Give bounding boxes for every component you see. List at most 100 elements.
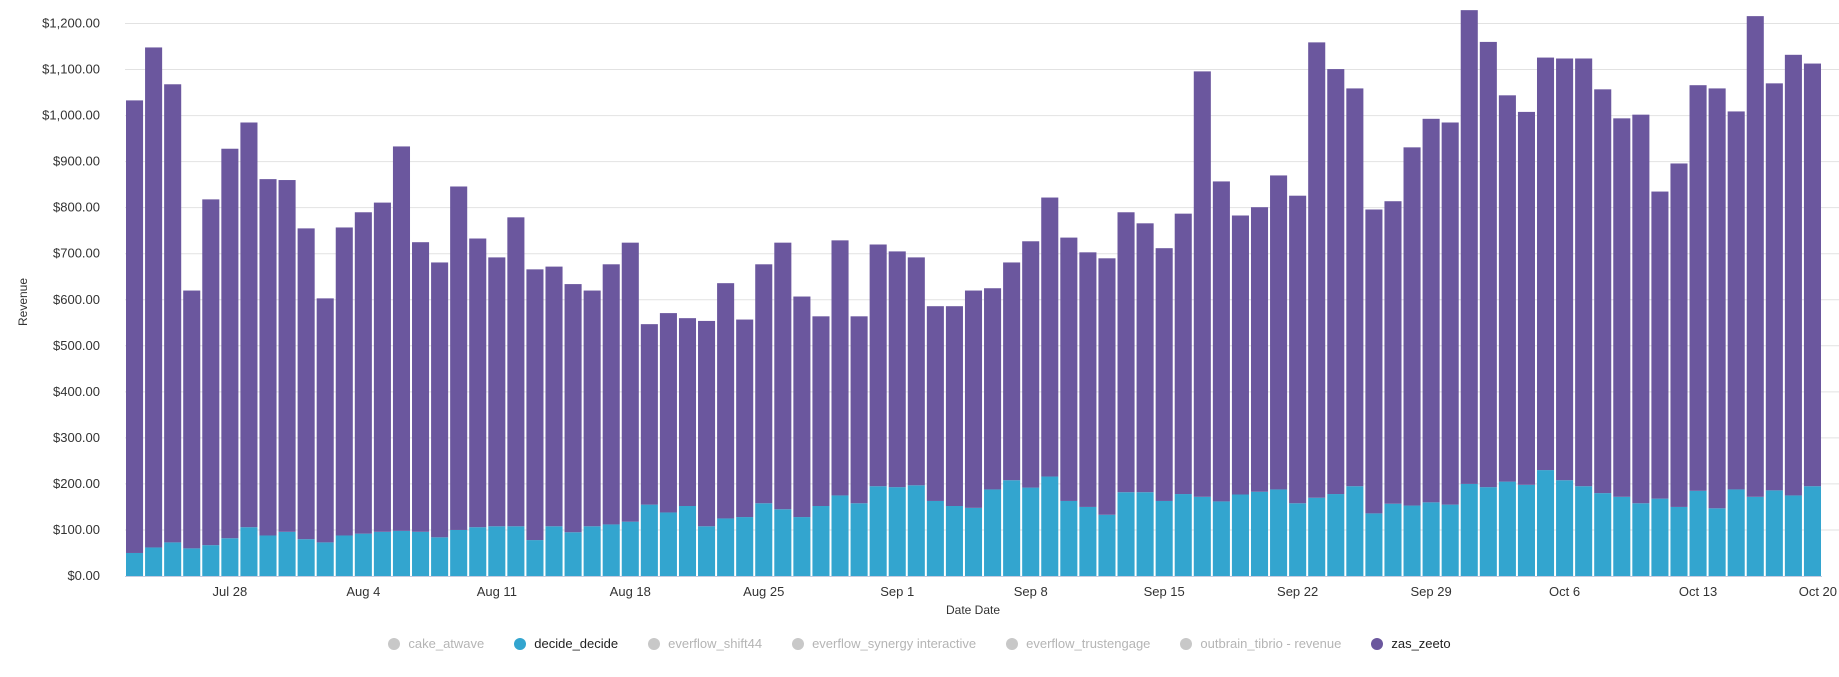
bar-decide_decide-oct-18[interactable] <box>1784 495 1802 576</box>
bar-decide_decide-oct-10[interactable] <box>1632 503 1650 576</box>
bar-decide_decide-sep-24[interactable] <box>1327 494 1345 576</box>
bar-decide_decide-aug-4[interactable] <box>354 533 372 576</box>
bar-decide_decide-sep-15[interactable] <box>1155 500 1173 576</box>
bar-decide_decide-aug-29[interactable] <box>831 495 849 576</box>
bar-decide_decide-sep-19[interactable] <box>1231 494 1249 576</box>
bar-decide_decide-oct-9[interactable] <box>1613 496 1631 576</box>
bar-zas_zeeto-oct-4[interactable] <box>1517 111 1535 485</box>
bar-decide_decide-jul-29[interactable] <box>240 527 258 576</box>
bar-decide_decide-oct-7[interactable] <box>1575 486 1593 576</box>
bar-zas_zeeto-aug-1[interactable] <box>297 228 315 540</box>
bar-decide_decide-oct-6[interactable] <box>1556 480 1574 576</box>
legend-item-cake-atwave[interactable]: cake_atwave <box>388 636 484 651</box>
bar-decide_decide-sep-11[interactable] <box>1079 506 1097 576</box>
bar-zas_zeeto-aug-12[interactable] <box>507 217 525 527</box>
bar-zas_zeeto-aug-6[interactable] <box>392 146 411 531</box>
bar-zas_zeeto-oct-17[interactable] <box>1765 83 1783 491</box>
bar-zas_zeeto-oct-7[interactable] <box>1575 58 1593 487</box>
bar-decide_decide-sep-23[interactable] <box>1308 497 1326 576</box>
legend-item-everflow-shift44[interactable]: everflow_shift44 <box>648 636 762 651</box>
bar-decide_decide-sep-30[interactable] <box>1441 504 1459 576</box>
bar-zas_zeeto-sep-27[interactable] <box>1384 201 1402 504</box>
bar-decide_decide-aug-8[interactable] <box>431 537 449 576</box>
bar-zas_zeeto-sep-6[interactable] <box>984 288 1002 490</box>
bar-decide_decide-sep-28[interactable] <box>1403 505 1421 576</box>
bar-zas_zeeto-aug-18[interactable] <box>621 242 639 522</box>
bar-zas_zeeto-jul-25[interactable] <box>164 84 182 543</box>
bar-zas_zeeto-oct-19[interactable] <box>1803 63 1821 487</box>
bar-decide_decide-sep-25[interactable] <box>1346 486 1364 576</box>
bar-zas_zeeto-aug-27[interactable] <box>793 296 811 518</box>
bar-zas_zeeto-sep-8[interactable] <box>1022 241 1040 488</box>
bar-decide_decide-jul-23[interactable] <box>126 552 144 576</box>
bar-zas_zeeto-aug-28[interactable] <box>812 316 830 507</box>
bar-zas_zeeto-jul-27[interactable] <box>202 199 220 546</box>
bar-decide_decide-aug-14[interactable] <box>545 526 563 576</box>
bar-decide_decide-aug-28[interactable] <box>812 506 830 576</box>
bar-decide_decide-sep-22[interactable] <box>1289 503 1307 576</box>
bar-decide_decide-sep-9[interactable] <box>1041 476 1059 576</box>
bar-zas_zeeto-aug-17[interactable] <box>602 264 620 525</box>
legend-item-zas-zeeto[interactable]: zas_zeeto <box>1371 636 1451 651</box>
bar-zas_zeeto-aug-20[interactable] <box>659 313 677 513</box>
bar-zas_zeeto-oct-3[interactable] <box>1498 95 1516 482</box>
bar-zas_zeeto-oct-14[interactable] <box>1708 88 1726 509</box>
bar-zas_zeeto-aug-2[interactable] <box>316 298 334 543</box>
bar-decide_decide-aug-30[interactable] <box>850 503 868 576</box>
bar-zas_zeeto-sep-26[interactable] <box>1365 209 1383 514</box>
legend-item-outbrain-tibrio-revenue[interactable]: outbrain_tibrio - revenue <box>1180 636 1341 651</box>
bar-decide_decide-sep-5[interactable] <box>964 507 983 576</box>
bar-decide_decide-aug-17[interactable] <box>602 524 620 576</box>
bar-zas_zeeto-aug-30[interactable] <box>850 316 868 504</box>
bar-zas_zeeto-aug-24[interactable] <box>736 319 754 518</box>
bar-zas_zeeto-sep-4[interactable] <box>945 306 963 507</box>
bar-zas_zeeto-aug-25[interactable] <box>755 264 773 504</box>
bar-zas_zeeto-oct-13[interactable] <box>1689 85 1707 491</box>
bar-zas_zeeto-sep-22[interactable] <box>1289 195 1307 504</box>
bar-zas_zeeto-jul-23[interactable] <box>126 100 144 553</box>
bar-zas_zeeto-sep-9[interactable] <box>1041 197 1059 477</box>
bar-decide_decide-sep-17[interactable] <box>1193 496 1211 576</box>
bar-decide_decide-aug-24[interactable] <box>736 517 754 576</box>
bar-zas_zeeto-sep-19[interactable] <box>1231 215 1249 495</box>
bar-decide_decide-sep-21[interactable] <box>1270 489 1288 576</box>
bar-zas_zeeto-oct-11[interactable] <box>1651 191 1669 499</box>
bar-zas_zeeto-sep-11[interactable] <box>1079 252 1097 507</box>
bar-decide_decide-sep-20[interactable] <box>1250 491 1269 576</box>
bar-zas_zeeto-sep-30[interactable] <box>1441 122 1459 505</box>
bar-decide_decide-aug-16[interactable] <box>583 526 601 576</box>
bar-decide_decide-oct-2[interactable] <box>1479 487 1497 576</box>
bar-decide_decide-aug-13[interactable] <box>526 540 544 576</box>
bar-zas_zeeto-aug-4[interactable] <box>354 212 372 534</box>
bar-zas_zeeto-oct-10[interactable] <box>1632 114 1650 504</box>
bar-decide_decide-oct-17[interactable] <box>1765 490 1783 576</box>
bar-decide_decide-jul-27[interactable] <box>202 545 220 576</box>
bar-zas_zeeto-aug-15[interactable] <box>564 284 582 533</box>
bar-zas_zeeto-aug-21[interactable] <box>678 318 697 507</box>
legend-item-everflow-trustengage[interactable]: everflow_trustengage <box>1006 636 1150 651</box>
bar-zas_zeeto-oct-15[interactable] <box>1727 111 1745 490</box>
bar-zas_zeeto-aug-8[interactable] <box>431 262 449 538</box>
bar-decide_decide-oct-13[interactable] <box>1689 490 1707 576</box>
bar-decide_decide-aug-31[interactable] <box>869 486 887 576</box>
bar-decide_decide-sep-3[interactable] <box>926 500 944 576</box>
bar-decide_decide-oct-3[interactable] <box>1498 481 1516 576</box>
bar-decide_decide-oct-8[interactable] <box>1594 493 1612 576</box>
bar-decide_decide-sep-6[interactable] <box>984 489 1002 576</box>
bar-decide_decide-aug-7[interactable] <box>412 531 430 576</box>
bar-decide_decide-oct-1[interactable] <box>1460 483 1478 576</box>
bar-zas_zeeto-aug-26[interactable] <box>774 242 792 510</box>
bar-zas_zeeto-jul-30[interactable] <box>259 179 277 536</box>
bar-decide_decide-sep-1[interactable] <box>888 487 906 576</box>
bar-decide_decide-sep-10[interactable] <box>1060 500 1078 576</box>
bar-zas_zeeto-aug-3[interactable] <box>335 227 353 536</box>
bar-zas_zeeto-jul-28[interactable] <box>221 148 239 539</box>
bar-decide_decide-jul-24[interactable] <box>145 547 163 576</box>
bar-zas_zeeto-oct-2[interactable] <box>1479 41 1497 488</box>
bar-decide_decide-sep-27[interactable] <box>1384 503 1402 576</box>
bar-zas_zeeto-sep-1[interactable] <box>888 251 906 488</box>
bar-zas_zeeto-sep-18[interactable] <box>1212 181 1230 502</box>
bar-decide_decide-sep-4[interactable] <box>945 506 963 576</box>
bar-decide_decide-sep-16[interactable] <box>1174 494 1192 576</box>
bar-decide_decide-aug-3[interactable] <box>335 535 353 576</box>
